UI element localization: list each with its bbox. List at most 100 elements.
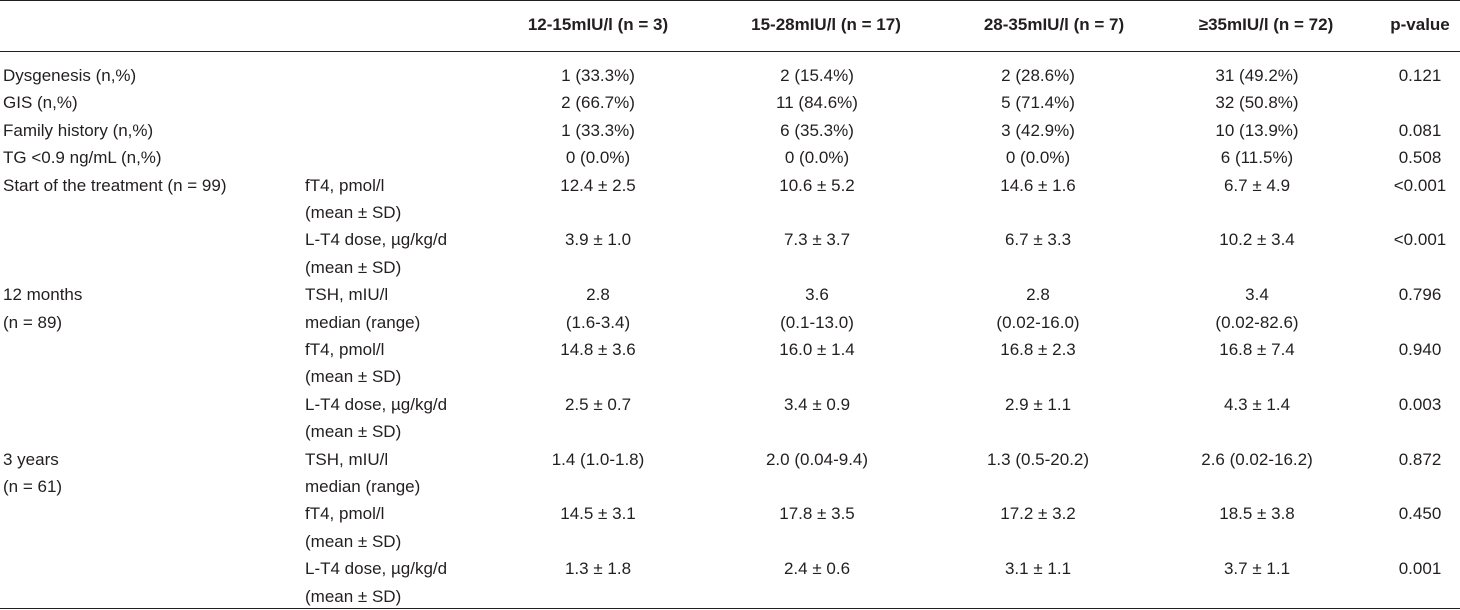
cell-15-28: 2.4 ± 0.6: [783, 559, 851, 578]
cell-p-value: 0.940: [1398, 340, 1442, 359]
table-row: 12 months TSH, mIU/l 2.8 3.6 2.8 3.4 0.796: [0, 282, 1460, 308]
cell-12-15: 2.8: [586, 285, 610, 304]
table-row: (mean ± SD): [0, 200, 1460, 226]
cell-12-15: 14.5 ± 3.1: [560, 504, 636, 523]
table-row: 3 years TSH, mIU/l 1.4 (1.0-1.8) 2.0 (0.04-…: [0, 447, 1460, 473]
cell-15-28: 10.6 ± 5.2: [779, 176, 855, 195]
cell-35-plus: 2.6 (0.02-16.2): [1201, 450, 1313, 469]
cell-p-value: 0.003: [1398, 395, 1442, 414]
table-row: fT4, pmol/l 14.5 ± 3.1 17.8 ± 3.5 17.2 ± 3.…: [0, 501, 1460, 527]
row-sublabel: fT4, pmol/l: [305, 176, 385, 195]
row-sublabel: fT4, pmol/l: [305, 340, 385, 359]
cell-28-35: 6.7 ± 3.3: [1004, 230, 1072, 249]
cell-35-plus: 3.4: [1245, 285, 1269, 304]
cell-35-plus: 18.5 ± 3.8: [1219, 504, 1295, 523]
table-row: (mean ± SD): [0, 529, 1460, 555]
cell-28-35: 0 (0.0%): [1005, 148, 1071, 167]
top-rule: [0, 0, 1460, 1]
header-group-12-15: 12-15mIU/l (n = 3): [527, 15, 669, 34]
cell-12-15: 0 (0.0%): [565, 148, 631, 167]
header-group-28-35: 28-35mIU/l (n = 7): [983, 15, 1125, 34]
cell-15-28: 16.0 ± 1.4: [779, 340, 855, 359]
cell-35-plus: (0.02-82.6): [1215, 313, 1299, 332]
table-row: Dysgenesis (n,%) 1 (33.3%) 2 (15.4%) 2 (28.…: [0, 63, 1460, 89]
cell-35-plus: 6.7 ± 4.9: [1223, 176, 1291, 195]
cell-28-35: 2.8: [1026, 285, 1050, 304]
cell-12-15: 14.8 ± 3.6: [560, 340, 636, 359]
table-row: Start of the treatment (n = 99) fT4, pmol…: [0, 173, 1460, 199]
cell-15-28: 0 (0.0%): [784, 148, 850, 167]
row-sublabel: (mean ± SD): [305, 587, 402, 606]
cell-35-plus: 4.3 ± 1.4: [1223, 395, 1291, 414]
cell-28-35: 3 (42.9%): [1001, 121, 1075, 140]
row-sublabel: (mean ± SD): [305, 367, 402, 386]
cell-28-35: 3.1 ± 1.1: [1004, 559, 1072, 578]
cell-28-35: 5 (71.4%): [1001, 93, 1075, 112]
cell-28-35: 14.6 ± 1.6: [1000, 176, 1076, 195]
cell-12-15: 12.4 ± 2.5: [560, 176, 636, 195]
cell-12-15: 1.4 (1.0-1.8): [551, 450, 645, 469]
row-label: (n = 61): [3, 477, 63, 496]
cell-28-35: 1.3 (0.5-20.2): [986, 450, 1090, 469]
cell-15-28: 7.3 ± 3.7: [783, 230, 851, 249]
table-row: (mean ± SD): [0, 255, 1460, 281]
cell-p-value: 0.081: [1398, 121, 1442, 140]
cell-p-value: 0.450: [1398, 504, 1442, 523]
cell-28-35: 2 (28.6%): [1001, 66, 1075, 85]
row-sublabel: TSH, mIU/l: [305, 285, 389, 304]
cell-15-28: 2 (15.4%): [780, 66, 854, 85]
row-label: GIS (n,%): [3, 93, 78, 112]
cell-15-28: 3.4 ± 0.9: [783, 395, 851, 414]
row-label: Start of the treatment (n = 99): [3, 176, 227, 195]
row-label: Family history (n,%): [3, 121, 154, 140]
row-sublabel: (mean ± SD): [305, 422, 402, 441]
cell-15-28: 2.0 (0.04-9.4): [765, 450, 869, 469]
cell-p-value: <0.001: [1393, 176, 1447, 195]
table-row: (mean ± SD): [0, 364, 1460, 390]
row-label: (n = 89): [3, 313, 63, 332]
row-sublabel: median (range): [305, 313, 421, 332]
cell-35-plus: 31 (49.2%): [1215, 66, 1299, 85]
cell-p-value: 0.872: [1398, 450, 1442, 469]
row-sublabel: TSH, mIU/l: [305, 450, 389, 469]
row-sublabel: (mean ± SD): [305, 258, 402, 277]
table-row: GIS (n,%) 2 (66.7%) 11 (84.6%) 5 (71.4%) 32 …: [0, 90, 1460, 116]
cell-p-value: 0.796: [1398, 285, 1442, 304]
cell-p-value: 0.121: [1398, 66, 1442, 85]
table-row: fT4, pmol/l 14.8 ± 3.6 16.0 ± 1.4 16.8 ± 2.…: [0, 337, 1460, 363]
row-sublabel: L-T4 dose, µg/kg/d: [305, 559, 448, 578]
cell-12-15: 1 (33.3%): [561, 66, 635, 85]
cell-p-value: <0.001: [1393, 230, 1447, 249]
header-p-value: p-value: [1390, 15, 1450, 34]
table-row: TG <0.9 ng/mL (n,%) 0 (0.0%) 0 (0.0%) 0 (0.…: [0, 145, 1460, 171]
cell-15-28: (0.1-13.0): [780, 313, 854, 332]
cell-12-15: (1.6-3.4): [565, 313, 631, 332]
row-sublabel: L-T4 dose, µg/kg/d: [305, 230, 448, 249]
row-sublabel: (mean ± SD): [305, 532, 402, 551]
cell-35-plus: 10.2 ± 3.4: [1219, 230, 1295, 249]
cell-12-15: 1.3 ± 1.8: [564, 559, 632, 578]
row-label: 12 months: [3, 285, 83, 304]
cell-15-28: 17.8 ± 3.5: [779, 504, 855, 523]
cell-35-plus: 32 (50.8%): [1215, 93, 1299, 112]
row-label: TG <0.9 ng/mL (n,%): [3, 148, 162, 167]
table-row: L-T4 dose, µg/kg/d 1.3 ± 1.8 2.4 ± 0.6 3.1 …: [0, 556, 1460, 582]
cell-28-35: 17.2 ± 3.2: [1000, 504, 1076, 523]
header-group-35-plus: ≥35mIU/l (n = 72): [1198, 15, 1334, 34]
row-sublabel: fT4, pmol/l: [305, 504, 385, 523]
table-row: (n = 61) median (range): [0, 474, 1460, 500]
cell-12-15: 1 (33.3%): [561, 121, 635, 140]
cell-35-plus: 16.8 ± 7.4: [1219, 340, 1295, 359]
header-rule: [0, 51, 1460, 52]
table-row: Family history (n,%) 1 (33.3%) 6 (35.3%) 3 …: [0, 118, 1460, 144]
cell-15-28: 6 (35.3%): [780, 121, 854, 140]
row-label: 3 years: [3, 450, 59, 469]
header-group-15-28: 15-28mIU/l (n = 17): [751, 15, 901, 34]
cell-12-15: 2 (66.7%): [561, 93, 635, 112]
cell-p-value: 0.001: [1398, 559, 1442, 578]
cell-35-plus: 10 (13.9%): [1215, 121, 1299, 140]
cell-28-35: 2.9 ± 1.1: [1004, 395, 1072, 414]
row-sublabel: (mean ± SD): [305, 203, 402, 222]
row-sublabel: median (range): [305, 477, 421, 496]
